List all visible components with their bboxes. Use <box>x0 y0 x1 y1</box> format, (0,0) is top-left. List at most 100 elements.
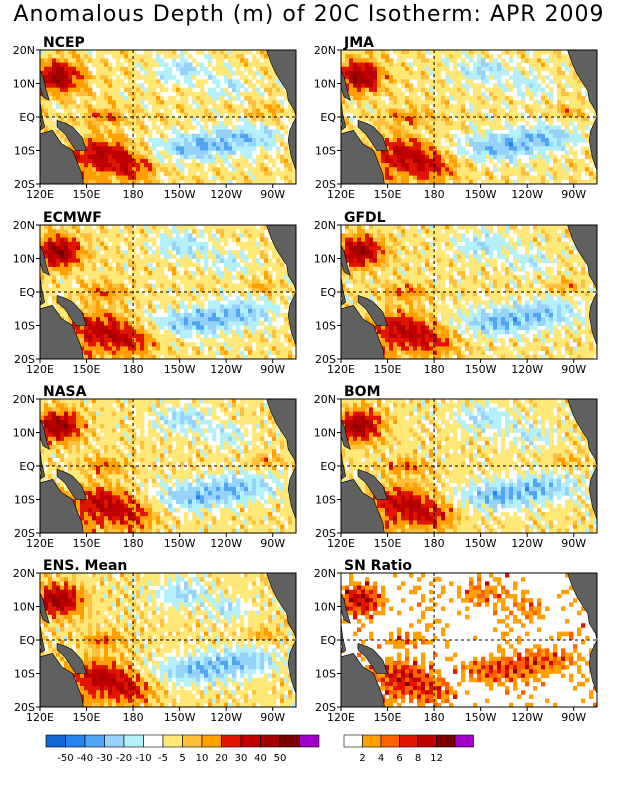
colorbar-swatch <box>84 734 105 748</box>
x-tick-label: 150W <box>164 363 196 376</box>
heatmap-cells <box>341 399 597 533</box>
sn-ratio-colorbar: 2 4 6 8 12 <box>343 734 474 764</box>
y-tick-label: 20S <box>14 527 35 540</box>
land-mass <box>357 119 388 151</box>
colorbar-label: 6 <box>396 753 402 764</box>
x-tick-label: 150W <box>164 711 196 724</box>
land-mass <box>40 305 84 359</box>
land-mass <box>357 294 388 326</box>
colorbar-label: 5 <box>179 753 185 764</box>
land-mass <box>341 418 351 450</box>
x-tick-label: 150W <box>465 363 497 376</box>
map-panel-5: BOM 120E 150E 180 150W 120W 90W 20N 10N EQ 10S 20S <box>314 384 598 550</box>
panel-title: NCEP <box>43 35 85 51</box>
x-tick-label: 120W <box>511 188 543 201</box>
y-tick-label: 10S <box>315 668 336 681</box>
x-tick-label: 90W <box>260 363 285 376</box>
y-tick-label: 10N <box>13 427 35 440</box>
heatmap-cells <box>40 399 296 533</box>
x-tick-label: 150E <box>73 363 101 376</box>
colorbar-label: -40 <box>77 753 93 764</box>
land-mass <box>287 291 296 346</box>
map-panel-7: SN Ratio 120E 150E 180 150W 120W 90W 20N 10N EQ 10… <box>314 558 598 724</box>
land-mass <box>567 50 597 118</box>
x-tick-label: 90W <box>260 537 285 550</box>
x-tick-label: 150E <box>374 711 402 724</box>
colorbar-label: 30 <box>235 753 248 764</box>
colorbar-swatch <box>260 734 281 748</box>
y-tick-label: EQ <box>320 634 336 647</box>
land-mass <box>40 653 84 707</box>
land-mass <box>341 100 347 131</box>
y-tick-label: 20S <box>315 527 336 540</box>
land-mass <box>40 275 46 306</box>
colorbar-swatch <box>417 734 437 748</box>
x-tick-label: 120E <box>26 363 54 376</box>
colorbar-swatch <box>65 734 86 748</box>
x-tick-label: 150W <box>465 188 497 201</box>
panel-title: BOM <box>344 384 381 400</box>
land-mass <box>567 225 597 293</box>
panel-title: ECMWF <box>43 210 102 226</box>
y-tick-label: 20S <box>14 353 35 366</box>
land-mass <box>341 130 385 184</box>
x-tick-label: 150E <box>73 188 101 201</box>
map-panel-2: ECMWF 120E 150E 180 150W 120W 90W 20N 10N EQ 10S 20… <box>13 210 297 376</box>
x-tick-label: 120W <box>210 363 242 376</box>
y-tick-label: 10N <box>314 253 336 266</box>
x-tick-label: 90W <box>260 711 285 724</box>
y-tick-label: 10N <box>314 601 336 614</box>
x-tick-label: 120W <box>210 188 242 201</box>
y-tick-label: 20S <box>315 353 336 366</box>
panel-title: GFDL <box>344 210 386 226</box>
x-tick-label: 150E <box>374 537 402 550</box>
y-tick-label: 20S <box>14 178 35 191</box>
land-mass <box>567 573 597 641</box>
y-tick-label: 10N <box>13 78 35 91</box>
y-tick-label: EQ <box>320 111 336 124</box>
colorbar-label: 40 <box>254 753 267 764</box>
x-tick-label: 150W <box>465 711 497 724</box>
y-tick-label: EQ <box>19 111 35 124</box>
x-tick-label: 120E <box>26 711 54 724</box>
colorbar-label: -5 <box>158 753 168 764</box>
panel-title: ENS. Mean <box>43 558 127 574</box>
x-tick-label: 150E <box>73 537 101 550</box>
colorbar-label: 4 <box>378 753 384 764</box>
panel-title: SN Ratio <box>344 558 412 574</box>
land-mass <box>341 449 347 480</box>
colorbar-swatch <box>436 734 456 748</box>
land-mass <box>56 119 87 151</box>
colorbar-label: -30 <box>96 753 112 764</box>
land-mass <box>341 479 385 533</box>
x-tick-label: 180 <box>123 537 144 550</box>
y-tick-label: EQ <box>19 634 35 647</box>
colorbar-swatch <box>399 734 419 748</box>
x-tick-label: 120E <box>327 537 355 550</box>
colorbar-label: -20 <box>116 753 132 764</box>
y-tick-label: 20S <box>14 701 35 714</box>
x-tick-label: 180 <box>424 711 445 724</box>
y-tick-label: EQ <box>320 286 336 299</box>
land-mass <box>287 116 296 171</box>
x-tick-label: 120W <box>511 537 543 550</box>
land-mass <box>588 465 597 520</box>
colorbar-swatch <box>104 734 125 748</box>
y-tick-label: 10N <box>314 427 336 440</box>
land-mass <box>341 244 351 276</box>
colorbar-label: 12 <box>430 753 443 764</box>
map-panel-0: NCEP 120E 150E 180 150W 120W 90W 20N 10N EQ 10S 20S <box>13 35 297 201</box>
y-tick-label: 10N <box>314 78 336 91</box>
land-mass <box>56 468 87 500</box>
x-tick-label: 120E <box>26 537 54 550</box>
land-mass <box>266 50 296 118</box>
colorbar-label: 8 <box>415 753 421 764</box>
y-tick-label: 10S <box>315 145 336 158</box>
y-tick-label: EQ <box>320 460 336 473</box>
y-tick-label: 20N <box>314 567 336 580</box>
colorbar-swatch <box>362 734 382 748</box>
x-tick-label: 180 <box>424 537 445 550</box>
land-mass <box>341 305 385 359</box>
land-mass <box>40 479 84 533</box>
